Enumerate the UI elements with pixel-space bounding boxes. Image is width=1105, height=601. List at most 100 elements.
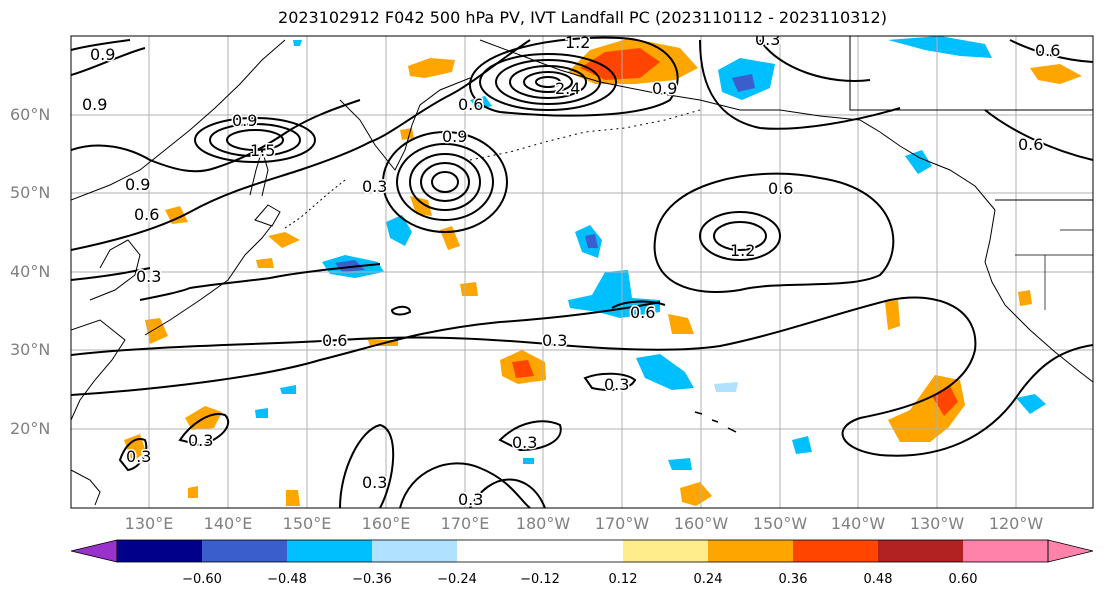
pv-contour xyxy=(71,296,1093,457)
contour-label: 1.2 xyxy=(730,241,755,260)
ivt-negative-patch xyxy=(636,354,694,390)
pv-contour xyxy=(420,162,470,202)
lat-label: 60°N xyxy=(10,105,51,124)
pv-contour xyxy=(759,39,871,82)
pv-contour xyxy=(699,39,901,130)
pv-contour xyxy=(523,71,573,93)
lon-label: 160°W xyxy=(673,514,729,533)
pv-contour xyxy=(479,53,617,111)
pv-contour xyxy=(209,123,301,157)
ivt-positive-patch xyxy=(885,300,900,330)
colorbar-segment xyxy=(963,540,1048,562)
colorbar-tick-label: −0.24 xyxy=(437,572,477,587)
japan-coastline xyxy=(144,224,273,336)
ivt-negative-patch xyxy=(668,458,692,470)
pv-contour xyxy=(498,420,562,452)
lon-label: 170°E xyxy=(440,514,490,533)
pv-contour xyxy=(118,438,148,472)
ivt-positive-patch xyxy=(408,58,455,78)
pv-contour xyxy=(535,76,561,88)
pv-contours xyxy=(71,36,1093,508)
colorbar-tick-label: −0.60 xyxy=(182,572,222,587)
hokkaido-coastline xyxy=(254,204,281,227)
colorbar-segment xyxy=(793,540,878,562)
pv-contour xyxy=(178,413,230,447)
contour-label: 0.9 xyxy=(232,111,257,130)
pv-contour xyxy=(71,99,361,173)
colorbar-left-extension xyxy=(70,539,118,563)
contour-label: 0.3 xyxy=(136,267,161,286)
contour-label: 0.3 xyxy=(126,447,151,466)
colorbar-segment xyxy=(457,540,623,562)
pv-contour xyxy=(226,129,284,151)
colorbar-segment xyxy=(623,540,708,562)
contour-label: 0.6 xyxy=(1018,135,1043,154)
lat-label: 40°N xyxy=(10,262,51,281)
contour-label: 0.9 xyxy=(442,127,467,146)
contour-label: 0.9 xyxy=(125,175,150,194)
map-title: 2023102912 F042 500 hPa PV, IVT Landfall… xyxy=(278,8,887,27)
ivt-positive-patch xyxy=(580,48,660,80)
pv-contour xyxy=(713,221,767,251)
lon-label: 140°E xyxy=(203,514,253,533)
ivt-positive-patch xyxy=(460,282,478,296)
ivt-positive-patch xyxy=(268,232,300,248)
pv-contour xyxy=(139,263,381,301)
pv-contour xyxy=(509,65,587,99)
pv-contour xyxy=(382,131,508,233)
pv-contour xyxy=(984,109,1093,161)
pv-contour xyxy=(653,172,895,293)
colorbar-segment xyxy=(708,540,793,562)
colorbar-segment xyxy=(117,540,202,562)
ivt-negative-patch xyxy=(1016,394,1046,414)
contour-label: 0.3 xyxy=(755,30,780,49)
colorbar-tick-label: −0.12 xyxy=(520,572,560,587)
aleutian-islands xyxy=(469,109,701,161)
pv-contour xyxy=(468,36,679,117)
contour-label: 0.3 xyxy=(604,375,629,394)
lon-label: 160°E xyxy=(361,514,411,533)
colorbar-segment xyxy=(878,540,963,562)
pv-contour xyxy=(431,171,459,193)
colorbar-tick-label: 0.24 xyxy=(693,572,723,587)
pv-contour xyxy=(390,305,412,316)
colorbar-segment xyxy=(287,540,372,562)
contour-label: 2.4 xyxy=(555,79,580,98)
ivt-negative-patch xyxy=(386,215,412,246)
na-west-coastline xyxy=(984,209,1093,383)
lon-label: 120°W xyxy=(988,514,1044,533)
pv-contour xyxy=(583,372,637,391)
ivt-positive-patch xyxy=(256,258,274,268)
ivt-positive-patch xyxy=(286,490,300,506)
pv-contour xyxy=(71,39,531,251)
ivt-negative-patch xyxy=(905,150,932,174)
lon-label: 170°W xyxy=(594,514,650,533)
kamchatka-coastline xyxy=(339,77,471,171)
contour-label: 0.3 xyxy=(362,177,387,196)
contour-label: 0.6 xyxy=(768,179,793,198)
hawaii-islands xyxy=(694,411,737,433)
contour-label: 0.6 xyxy=(630,303,655,322)
pv-contour xyxy=(399,462,531,508)
colorbar-segment xyxy=(372,540,457,562)
pv-contour xyxy=(409,153,481,211)
pv-contour xyxy=(339,423,395,508)
ivt-positive-patch xyxy=(1018,290,1032,306)
lat-label: 20°N xyxy=(10,419,51,438)
lon-label: 150°W xyxy=(752,514,808,533)
ca-na-border xyxy=(849,36,1093,111)
contour-label: 0.6 xyxy=(134,205,159,224)
ivt-positive-patch xyxy=(668,314,694,334)
lat-label: 30°N xyxy=(10,340,51,359)
contour-label: 0.6 xyxy=(1035,41,1060,60)
ivt-positive-patch xyxy=(400,128,414,140)
lon-label: 180°W xyxy=(515,514,571,533)
colorbar-segment xyxy=(202,540,287,562)
colorbar-tick-label: 0.12 xyxy=(608,572,638,587)
pv-contour xyxy=(611,300,666,309)
contour-label: 0.9 xyxy=(82,95,107,114)
coastlines xyxy=(71,36,1093,506)
colorbar-tick-label: 0.36 xyxy=(778,572,808,587)
pv-contour xyxy=(469,478,546,508)
